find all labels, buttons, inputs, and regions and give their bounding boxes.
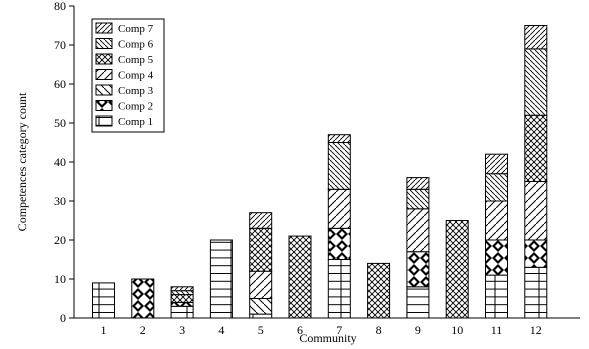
bar-segment [524, 114, 548, 182]
bar-segment [406, 286, 430, 319]
bar-segment [327, 142, 351, 190]
bar-segment [485, 173, 508, 202]
legend-swatch [95, 22, 113, 34]
legend-swatch [95, 100, 113, 111]
bar-segment [170, 294, 194, 303]
x-tick-label: 3 [179, 323, 185, 337]
bar-segment [327, 259, 351, 319]
bar-segment [485, 239, 508, 276]
bar-segment [524, 25, 548, 50]
x-tick-label: 9 [415, 323, 421, 337]
legend-label: Comp 2 [118, 101, 153, 113]
legend-swatch [95, 115, 113, 127]
bar-segment [170, 305, 194, 319]
y-tick-label: 80 [54, 0, 66, 13]
bars-group [92, 25, 548, 319]
x-axis-label: Community [299, 331, 356, 345]
bar-segment [406, 177, 430, 190]
bar-segment [170, 286, 194, 292]
legend-swatch [95, 38, 113, 49]
bar-segment [406, 188, 430, 210]
legend-label: Comp 7 [118, 23, 154, 35]
x-tick-label: 4 [218, 323, 224, 337]
bar-segment [170, 290, 194, 296]
bar-segment [485, 200, 508, 241]
legend-swatch [95, 69, 113, 80]
legend-swatch [95, 53, 113, 65]
bar-segment [485, 153, 508, 175]
x-tick-label: 2 [140, 323, 146, 337]
x-ticks-group: 1 2 3 4 5 6 7 8 9 10 11 12 [101, 323, 542, 337]
bar-segment [367, 262, 391, 319]
x-tick-label: 12 [530, 323, 542, 337]
bar-segment [524, 48, 548, 116]
y-tick-label: 50 [54, 116, 66, 130]
x-tick-label: 1 [101, 323, 107, 337]
bar-segment [524, 181, 548, 241]
x-tick-label: 11 [491, 323, 503, 337]
legend-label: Comp 5 [118, 54, 154, 66]
x-tick-label: 8 [376, 323, 382, 337]
bar-segment [445, 220, 469, 319]
bar-segment [249, 313, 273, 319]
bar-segment [92, 282, 115, 319]
x-tick-label: 10 [451, 323, 463, 337]
x-tick-label: 5 [258, 323, 264, 337]
legend-label: Comp 1 [118, 116, 153, 128]
bar-segment [249, 212, 273, 229]
y-tick-label: 70 [54, 38, 66, 52]
bar-segment [249, 227, 273, 272]
y-ticks-group: 0 10 20 30 40 50 60 70 80 [54, 0, 74, 325]
bar-segment [327, 134, 351, 143]
bar-segment [485, 274, 508, 319]
y-tick-label: 60 [54, 77, 66, 91]
y-tick-label: 20 [54, 233, 66, 247]
bar-segment [406, 251, 430, 288]
y-tick-label: 10 [54, 272, 66, 286]
bar-segment [327, 188, 351, 229]
y-tick-label: 0 [60, 311, 66, 325]
bar-segment [249, 298, 273, 315]
y-tick-label: 30 [54, 194, 66, 208]
bar-segment [288, 235, 312, 319]
legend-label: Comp 6 [118, 39, 154, 51]
bar-segment [406, 208, 430, 253]
bar-segment [131, 278, 155, 319]
bar-segment [524, 266, 548, 319]
legend-label: Comp 4 [118, 70, 154, 82]
bar-segment [327, 227, 351, 261]
y-axis-label: Competences category count [15, 92, 29, 231]
legend-label: Comp 3 [118, 85, 154, 97]
bar-segment [524, 239, 548, 268]
bar-segment [170, 301, 194, 307]
legend-swatch [95, 84, 113, 96]
x-tick-label: 7 [336, 323, 342, 337]
y-tick-label: 40 [54, 155, 66, 169]
x-tick-label: 6 [297, 323, 303, 337]
legend: Comp 7 Comp 6 Comp 5 Comp 4 Comp 3 Comp 2 Comp… [91, 18, 165, 133]
bar-segment [209, 239, 233, 319]
bar-segment [249, 270, 273, 300]
